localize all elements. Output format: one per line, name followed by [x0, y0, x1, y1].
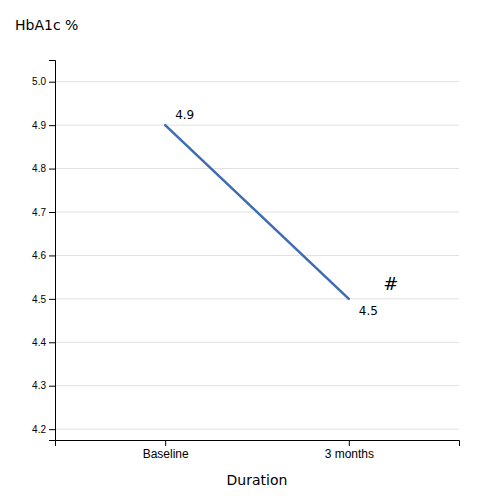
y-tick-label: 4.3: [32, 380, 46, 391]
y-tick: 5.0: [32, 76, 55, 87]
x-tick: Baseline: [143, 440, 189, 461]
grid-line: [55, 81, 459, 82]
y-tick: 4.9: [32, 120, 55, 131]
y-axis: 4.2 4.3 4.4 4.5 4.6 4.7 4.8 4.9 5.0: [32, 61, 55, 441]
y-tick-mark: [49, 429, 55, 430]
x-axis: Baseline 3 months: [56, 440, 460, 461]
data-label: 4.5: [359, 304, 378, 318]
chart: 4.2 4.3 4.4 4.5 4.6 4.7 4.8 4.9 5.0 Baseline 3 mon…: [0, 0, 499, 500]
x-tick-mark: [165, 440, 166, 446]
y-tick: 4.3: [32, 380, 55, 391]
x-tick-label: Baseline: [143, 447, 189, 461]
x-tick: 3 months: [325, 440, 374, 461]
x-axis-line: [56, 441, 460, 447]
grid-line: [55, 342, 459, 343]
y-tick: 4.4: [32, 337, 55, 348]
y-axis-title: HbA1c %: [15, 17, 78, 33]
y-tick-label: 5.0: [32, 76, 46, 87]
y-tick-label: 4.2: [32, 424, 46, 435]
y-tick-label: 4.8: [32, 163, 46, 174]
grid-line: [55, 125, 459, 126]
x-axis-title: Duration: [227, 472, 288, 488]
x-tick-mark: [349, 440, 350, 446]
y-tick-mark: [49, 255, 55, 256]
plot-area: 4.2 4.3 4.4 4.5 4.6 4.7 4.8 4.9 5.0 Baseline 3 mon…: [32, 61, 459, 461]
grid: [55, 82, 459, 429]
grid-line: [55, 429, 459, 430]
x-tick-label: 3 months: [325, 447, 374, 461]
y-tick-mark: [49, 299, 55, 300]
grid-line: [55, 385, 459, 386]
y-tick: 4.5: [32, 294, 55, 305]
y-tick-mark: [49, 212, 55, 213]
grid-line: [55, 255, 459, 256]
y-tick-label: 4.4: [32, 337, 46, 348]
grid-line: [55, 298, 459, 299]
data-label: 4.9: [175, 108, 194, 122]
y-tick: 4.2: [32, 424, 55, 435]
y-tick-label: 4.6: [32, 250, 46, 261]
y-axis-line: [49, 61, 56, 441]
y-tick-label: 4.5: [32, 294, 46, 305]
data-labels: 4.9 4.5: [175, 108, 378, 318]
y-tick-mark: [49, 125, 55, 126]
y-tick-mark: [49, 82, 55, 83]
y-tick: 4.8: [32, 163, 55, 174]
y-tick-mark: [49, 169, 55, 170]
y-tick: 4.7: [32, 207, 55, 218]
y-tick-label: 4.7: [32, 207, 46, 218]
line: [165, 125, 349, 299]
y-tick-label: 4.9: [32, 120, 46, 131]
y-tick-mark: [49, 386, 55, 387]
annotation: #: [383, 273, 398, 294]
marks: [165, 125, 349, 299]
y-tick-mark: [49, 342, 55, 343]
grid-line: [55, 168, 459, 169]
y-tick: 4.6: [32, 250, 55, 261]
